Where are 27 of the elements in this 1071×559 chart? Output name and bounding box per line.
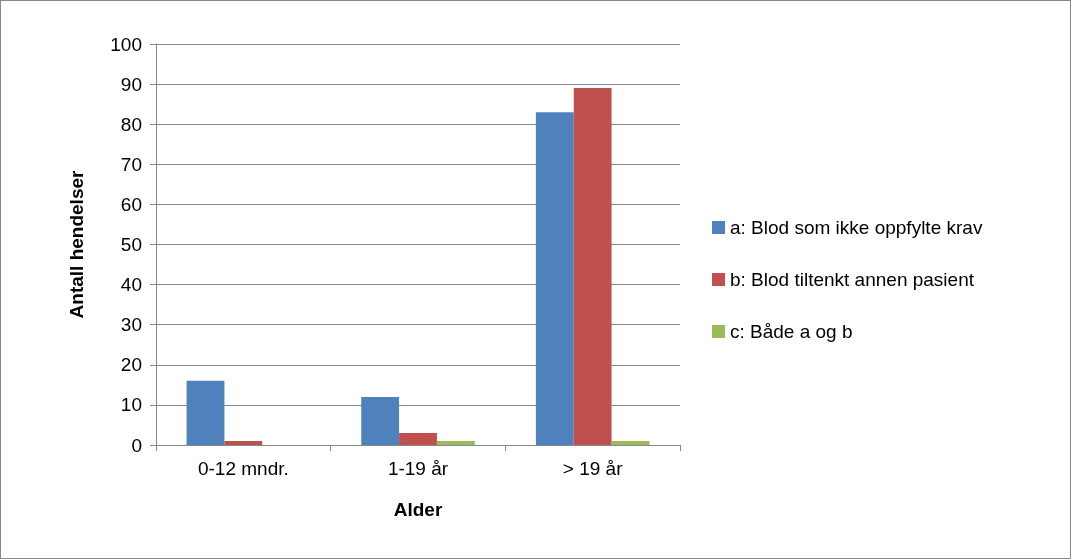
bar <box>436 440 475 445</box>
bar <box>361 396 400 445</box>
bar <box>186 380 225 445</box>
y-tick-label: 60 <box>120 193 142 215</box>
y-tick-label: 100 <box>110 33 142 55</box>
legend-label: b: Blod tiltenkt annen pasient <box>730 269 975 290</box>
y-tick-label: 50 <box>120 234 142 255</box>
y-axis-title: Antall hendelser <box>66 169 87 319</box>
y-tick-label: 70 <box>120 153 142 175</box>
y-tick-label: 80 <box>120 113 142 135</box>
y-tick-label: 90 <box>120 73 142 95</box>
legend-label: c: Både a og b <box>730 321 853 342</box>
x-axis-title: Alder <box>393 499 443 520</box>
bar <box>535 112 574 445</box>
bar <box>573 88 612 445</box>
bar <box>224 440 263 445</box>
y-tick-label: 0 <box>131 434 142 456</box>
bar <box>399 432 437 445</box>
x-tick-label: > 19 år <box>562 458 624 479</box>
legend-label: a: Blod som ikke oppfylte krav <box>730 217 983 238</box>
x-tick-label: 1-19 år <box>387 458 449 479</box>
bar <box>611 440 650 445</box>
y-tick-label: 10 <box>120 394 142 416</box>
y-tick-label: 30 <box>120 314 142 336</box>
y-tick-label: 40 <box>120 274 142 296</box>
x-tick-label: 0-12 mndr. <box>197 458 289 479</box>
y-tick-label: 20 <box>120 354 142 376</box>
